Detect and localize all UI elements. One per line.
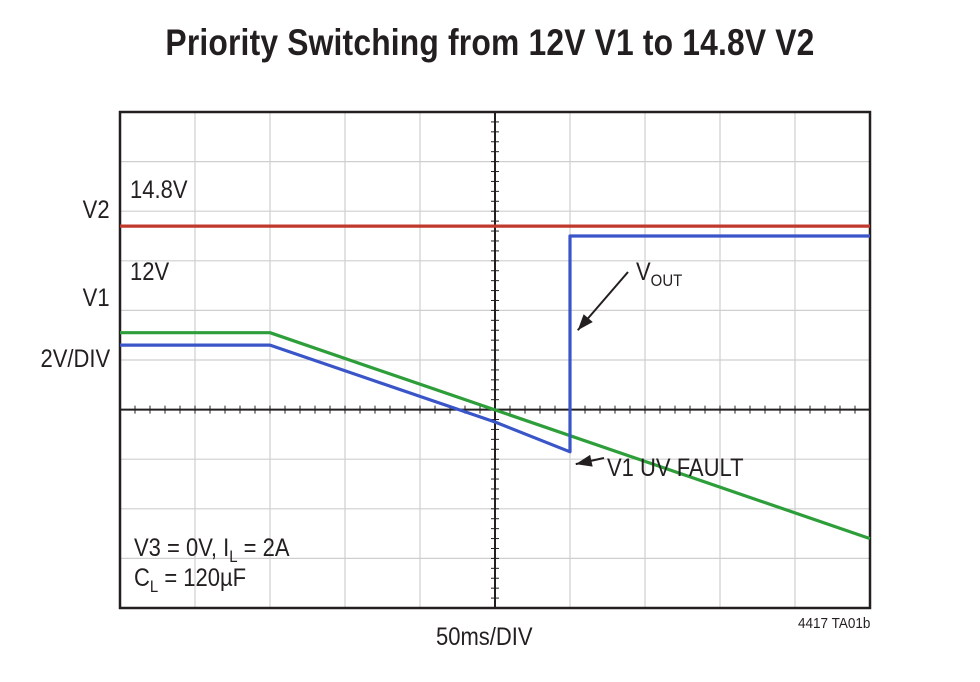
- level-label-14-8v: 14.8V: [130, 176, 188, 204]
- vout-arrow-head: [577, 314, 593, 331]
- level-label-12v: 12V: [130, 258, 170, 286]
- conditions-line-1: V3 = 0V, IL = 2A: [134, 534, 290, 566]
- series-trace-1: [120, 331, 871, 541]
- series-trace-2: [120, 234, 870, 454]
- figure-code: 4417 TA01b: [797, 615, 870, 632]
- plot-frame: [118, 110, 872, 610]
- annotation-v1-uv-fault: V1 UV FAULT: [607, 454, 744, 482]
- conditions-line-2: CL = 120µF: [134, 564, 247, 596]
- y-label-v2: V2: [83, 196, 110, 224]
- y-axis-scale-label: 2V/DIV: [40, 345, 110, 373]
- annotation-vout: VOUT: [636, 258, 683, 290]
- y-label-v1: V1: [83, 284, 110, 312]
- uv-fault-arrow-head: [575, 454, 593, 467]
- chart-title: Priority Switching from 12V V1 to 14.8V …: [165, 22, 815, 63]
- x-axis-scale-label: 50ms/DIV: [436, 623, 533, 651]
